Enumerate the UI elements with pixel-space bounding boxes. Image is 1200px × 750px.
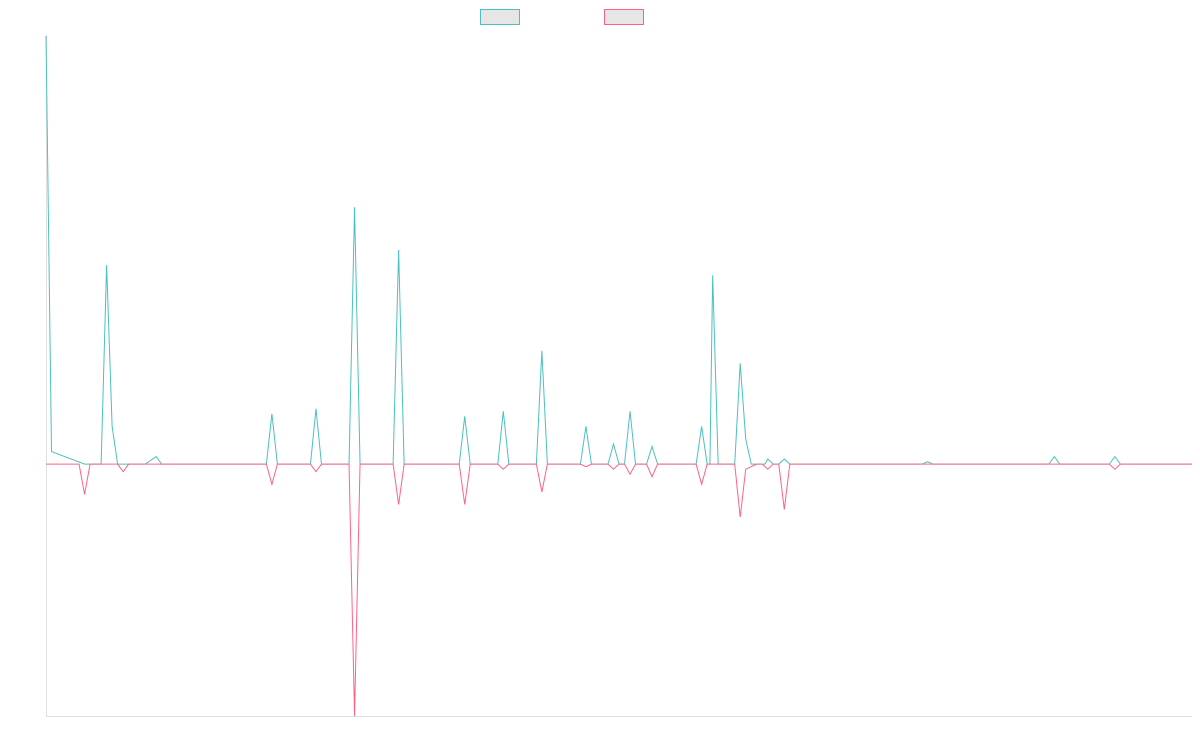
legend-swatch-series-1[interactable] xyxy=(480,9,520,25)
series-1 xyxy=(45,35,1192,465)
series-2-line xyxy=(46,463,1192,717)
series-layer xyxy=(45,35,1192,717)
series-1-line xyxy=(45,35,1192,465)
legend-swatch-series-2[interactable] xyxy=(604,9,644,25)
series-2 xyxy=(46,463,1192,717)
